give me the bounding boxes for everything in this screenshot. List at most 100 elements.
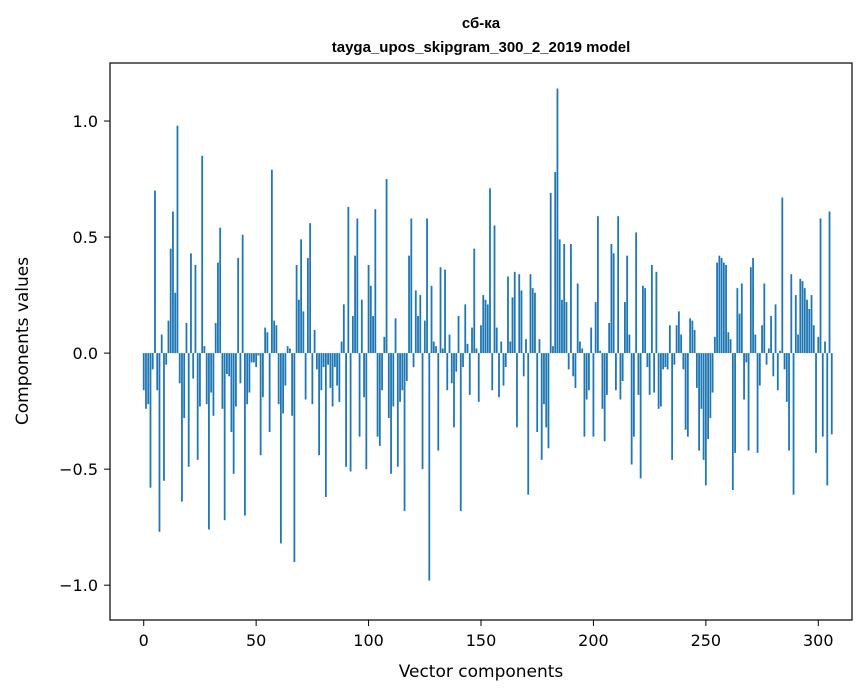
bar <box>288 348 291 354</box>
bar <box>543 353 545 405</box>
bar <box>237 257 240 354</box>
bar <box>783 353 786 370</box>
bar <box>360 299 363 354</box>
bar <box>608 322 611 354</box>
bar <box>208 353 210 530</box>
bar <box>720 257 723 354</box>
bar <box>531 288 534 354</box>
bar <box>475 348 478 354</box>
bar <box>538 339 541 354</box>
bar <box>340 341 343 354</box>
bar <box>324 353 327 497</box>
bar <box>565 302 568 354</box>
bar <box>704 353 707 486</box>
bar <box>363 353 365 398</box>
bar <box>520 290 523 354</box>
bar <box>327 353 329 365</box>
bar <box>691 320 694 354</box>
bar <box>264 327 267 354</box>
bar <box>194 264 197 354</box>
bar <box>702 353 705 460</box>
bar <box>633 353 635 437</box>
bar <box>486 304 489 354</box>
bar <box>347 206 350 354</box>
bar <box>293 353 296 562</box>
bar <box>181 353 183 502</box>
bar <box>821 353 824 437</box>
bar <box>232 353 235 474</box>
bar <box>257 353 260 356</box>
bar <box>561 299 563 354</box>
bar <box>626 255 629 354</box>
bar <box>426 218 428 354</box>
bar <box>653 353 656 393</box>
bar <box>828 211 831 354</box>
bar-series <box>142 88 833 581</box>
bar <box>522 353 525 377</box>
bar <box>468 353 471 395</box>
bar <box>729 339 732 354</box>
bar <box>441 348 444 354</box>
bar <box>466 343 469 354</box>
bar <box>673 353 676 365</box>
bar <box>763 283 766 354</box>
bar <box>695 353 698 388</box>
bar <box>799 278 802 354</box>
bar <box>534 292 536 354</box>
bar <box>655 271 658 354</box>
bar <box>275 325 278 354</box>
chart-subtitle: tayga_upos_skipgram_300_2_2019 model <box>332 39 631 56</box>
bar <box>740 283 743 354</box>
bar <box>513 271 516 354</box>
bar <box>322 353 325 368</box>
bar <box>615 353 617 391</box>
bar <box>662 353 665 370</box>
bar <box>356 218 359 354</box>
bar <box>686 353 689 437</box>
bar <box>462 353 464 368</box>
bar <box>594 302 597 354</box>
bar <box>412 353 415 368</box>
bar <box>160 334 163 354</box>
bar <box>187 353 190 467</box>
bar <box>167 320 170 354</box>
bar <box>738 313 741 354</box>
bar <box>142 353 145 391</box>
bar <box>203 346 206 354</box>
bar <box>450 353 453 384</box>
bar <box>500 341 503 354</box>
bar <box>473 248 476 354</box>
x-tick-label: 200 <box>578 631 609 650</box>
bar <box>455 353 458 372</box>
bar <box>266 332 269 354</box>
bar <box>430 285 433 354</box>
bar <box>367 264 370 354</box>
bar <box>259 353 262 456</box>
bar <box>536 353 539 433</box>
bar <box>489 188 491 354</box>
bar <box>556 88 559 354</box>
bar <box>570 244 572 354</box>
y-tick-label: 0.0 <box>73 344 98 363</box>
bar <box>617 216 620 354</box>
bar <box>601 353 604 409</box>
bar <box>767 348 770 354</box>
bar <box>785 353 788 402</box>
bar <box>178 353 181 384</box>
bar <box>286 346 289 354</box>
bar <box>345 353 347 467</box>
bar <box>552 346 554 354</box>
bar <box>819 218 822 354</box>
bar <box>477 353 480 402</box>
bar <box>684 353 687 430</box>
bar <box>826 353 829 486</box>
bar <box>725 264 727 354</box>
bar <box>284 353 287 386</box>
bar <box>812 325 815 354</box>
y-tick-label: −0.5 <box>59 460 98 479</box>
bar <box>239 353 242 384</box>
bar <box>320 353 323 391</box>
plot-area-frame <box>109 62 853 621</box>
bar <box>273 320 276 354</box>
